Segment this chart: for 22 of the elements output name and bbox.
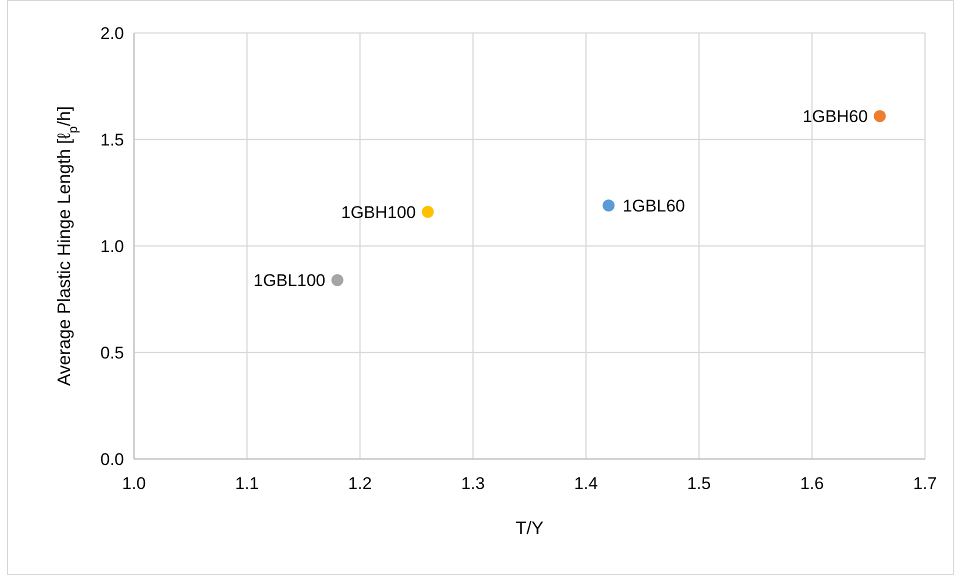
x-axis-title: T/Y bbox=[515, 518, 544, 538]
y-tick-label: 1.5 bbox=[100, 130, 124, 150]
x-tick-label: 1.1 bbox=[235, 474, 259, 493]
x-tick-label: 1.4 bbox=[574, 474, 598, 493]
series-label: 1GBH100 bbox=[341, 202, 416, 222]
x-tick-label: 1.2 bbox=[348, 474, 372, 493]
point bbox=[874, 110, 886, 122]
series-label: 1GBL60 bbox=[622, 196, 685, 216]
y-tick-label: 0.5 bbox=[100, 344, 124, 362]
x-tick-label: 1.7 bbox=[913, 474, 937, 493]
point bbox=[422, 206, 434, 218]
series-label: 1GBH60 bbox=[802, 107, 868, 126]
series-label: 1GBL100 bbox=[254, 271, 326, 290]
x-tick-label: 1.6 bbox=[800, 474, 824, 493]
point bbox=[331, 274, 344, 286]
x-tick-label: 1.0 bbox=[122, 474, 146, 493]
y-tick-label: 2.0 bbox=[100, 24, 124, 43]
y-tick-label: 1.0 bbox=[100, 237, 124, 256]
y-tick-label: 0.0 bbox=[100, 450, 124, 469]
x-tick-label: 1.5 bbox=[687, 474, 711, 493]
point bbox=[602, 200, 615, 212]
x-tick-label: 1.3 bbox=[461, 474, 485, 493]
